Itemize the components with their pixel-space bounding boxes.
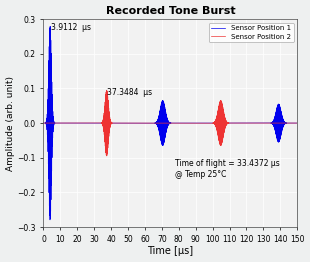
Sensor Position 1	[48, 25, 52, 28]
Sensor Position 2	[262, 122, 265, 125]
Sensor Position 1	[69, 122, 73, 125]
Sensor Position 2	[105, 154, 108, 157]
Sensor Position 1	[262, 122, 265, 125]
Sensor Position 2	[97, 122, 101, 125]
Legend: Sensor Position 1, Sensor Position 2: Sensor Position 1, Sensor Position 2	[209, 23, 294, 42]
Y-axis label: Amplitude (arb. unit): Amplitude (arb. unit)	[6, 75, 15, 171]
Sensor Position 1	[176, 122, 179, 125]
Sensor Position 2	[295, 122, 299, 125]
Sensor Position 2	[69, 122, 73, 125]
Sensor Position 2	[50, 122, 53, 125]
Text: 37.3484  μs: 37.3484 μs	[107, 88, 153, 97]
Sensor Position 2	[105, 89, 108, 92]
Sensor Position 2	[42, 122, 45, 125]
X-axis label: Time [μs]: Time [μs]	[147, 247, 193, 256]
Sensor Position 2	[176, 122, 179, 125]
Text: Time of flight = 33.4372 μs
@ Temp 25°C: Time of flight = 33.4372 μs @ Temp 25°C	[175, 160, 280, 179]
Sensor Position 1	[97, 122, 101, 125]
Sensor Position 1	[103, 122, 106, 125]
Text: 3.9112  μs: 3.9112 μs	[51, 23, 91, 32]
Title: Recorded Tone Burst: Recorded Tone Burst	[105, 6, 235, 15]
Line: Sensor Position 1: Sensor Position 1	[43, 26, 297, 220]
Sensor Position 1	[48, 218, 52, 221]
Sensor Position 1	[295, 122, 299, 125]
Sensor Position 2	[103, 109, 106, 112]
Line: Sensor Position 2: Sensor Position 2	[43, 90, 297, 156]
Sensor Position 1	[42, 122, 45, 125]
Sensor Position 1	[50, 83, 53, 86]
